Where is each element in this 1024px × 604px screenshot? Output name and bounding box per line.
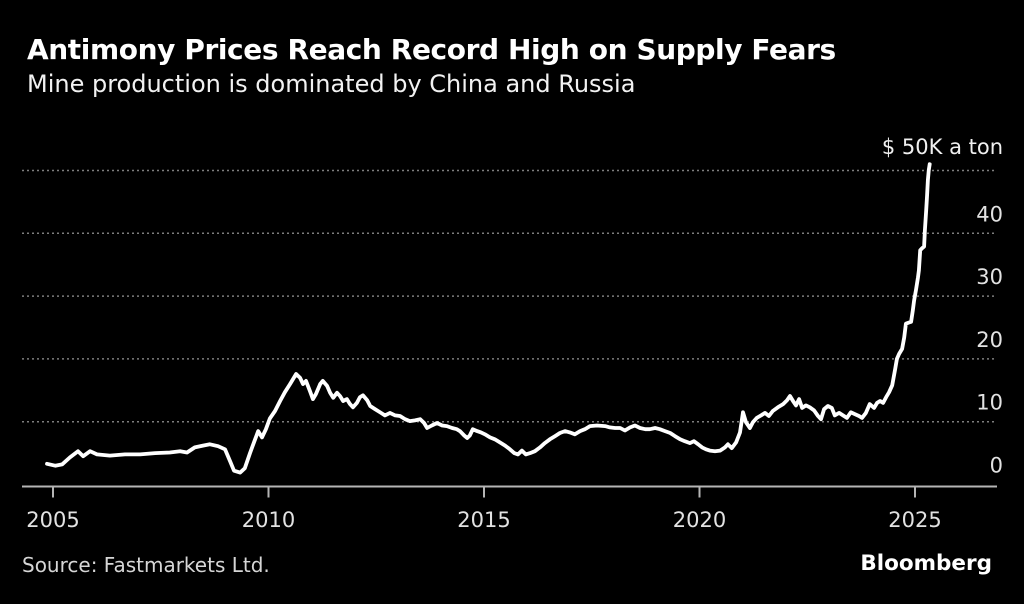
y-axis-unit-label: $ 50K a ton <box>882 135 1003 159</box>
y-tick-label: 10 <box>976 391 1003 415</box>
chart-title: Antimony Prices Reach Record High on Sup… <box>27 33 836 66</box>
x-tick-label: 2005 <box>26 508 79 532</box>
y-tick-label: 0 <box>990 454 1003 478</box>
x-tick-label: 2010 <box>242 508 295 532</box>
y-tick-label: 20 <box>976 328 1003 352</box>
x-tick-label: 2015 <box>457 508 510 532</box>
source-attribution: Source: Fastmarkets Ltd. <box>22 553 270 577</box>
chart-subtitle: Mine production is dominated by China an… <box>27 70 636 98</box>
x-tick-label: 2020 <box>673 508 726 532</box>
bloomberg-logo: Bloomberg <box>860 551 992 576</box>
price-line <box>45 162 932 475</box>
y-tick-label: 30 <box>976 265 1003 289</box>
y-tick-label: 40 <box>976 202 1003 226</box>
x-tick-label: 2025 <box>888 508 941 532</box>
